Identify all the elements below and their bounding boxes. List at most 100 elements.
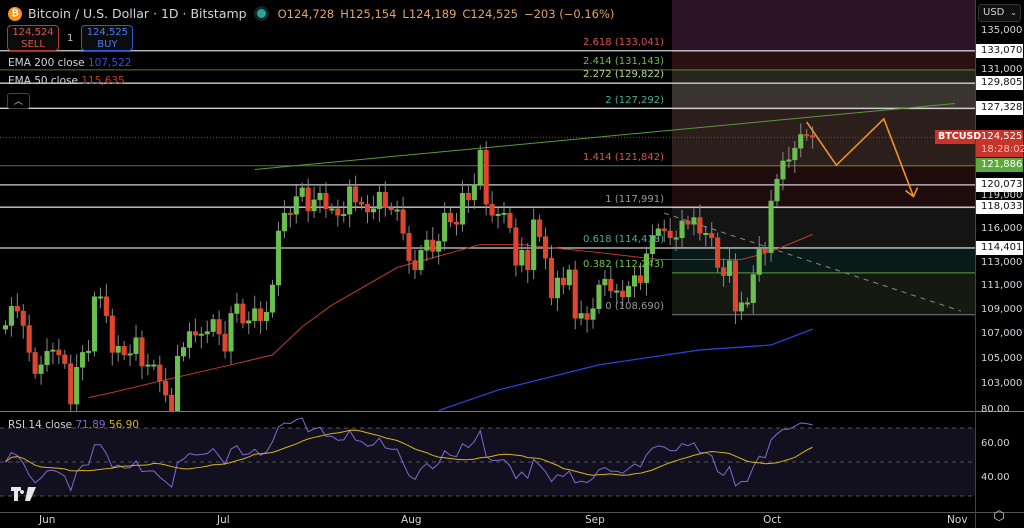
candle-body bbox=[804, 134, 810, 137]
candle-body bbox=[715, 237, 721, 268]
candle-body bbox=[180, 347, 187, 357]
candle-body bbox=[97, 296, 103, 299]
candle bbox=[335, 199, 341, 227]
candle bbox=[103, 283, 109, 324]
time-axis-label[interactable]: Sep bbox=[585, 514, 605, 526]
candle-body bbox=[311, 199, 317, 212]
ema50-legend[interactable]: EMA 50 close 115,635 bbox=[8, 75, 125, 87]
candle bbox=[175, 345, 181, 411]
candle bbox=[240, 298, 246, 329]
price-axis-label[interactable]: 113,000 bbox=[981, 257, 1023, 269]
settings-gear-icon[interactable]: ⬡ bbox=[993, 509, 1005, 524]
fib-level-label: 2.414 (131,143) bbox=[583, 55, 664, 67]
candle bbox=[590, 297, 596, 329]
price-axis-label[interactable]: 107,000 bbox=[981, 328, 1023, 340]
price-axis-label[interactable]: 135,000 bbox=[981, 25, 1023, 36]
price-axis-label[interactable]: 116,000 bbox=[981, 222, 1023, 234]
candle-body bbox=[596, 284, 602, 309]
candle bbox=[133, 324, 139, 361]
candle bbox=[715, 232, 721, 273]
candle bbox=[74, 354, 80, 411]
rsi-axis-label[interactable]: 60.00 bbox=[981, 438, 1010, 449]
sell-button[interactable]: 124,524 SELL bbox=[7, 25, 59, 51]
candle-body bbox=[299, 187, 305, 197]
currency-select[interactable]: USD ⌄ bbox=[978, 4, 1021, 22]
time-axis-label[interactable]: Oct bbox=[763, 514, 782, 526]
candle bbox=[145, 353, 151, 376]
quantity[interactable]: 1 bbox=[67, 32, 74, 44]
candle bbox=[750, 265, 756, 314]
candle bbox=[412, 249, 418, 280]
price-axis-label[interactable]: 111,000 bbox=[981, 280, 1023, 292]
candle bbox=[584, 306, 590, 333]
candle bbox=[406, 226, 412, 274]
candle bbox=[483, 141, 489, 216]
candle bbox=[667, 218, 673, 245]
rsi-legend[interactable]: RSI 14 close 71.89 56.90 bbox=[8, 419, 139, 431]
ema50-label: EMA 50 close bbox=[8, 75, 78, 87]
candle-body bbox=[430, 239, 436, 252]
candle bbox=[97, 287, 103, 308]
candle bbox=[792, 140, 798, 173]
price-axis-label[interactable]: 131,000 bbox=[981, 64, 1023, 76]
candle bbox=[525, 243, 531, 283]
candle-body bbox=[329, 208, 335, 211]
candle-body bbox=[198, 333, 204, 336]
buy-button[interactable]: 124,525 BUY bbox=[81, 25, 134, 51]
time-axis-label[interactable]: Jun bbox=[39, 514, 56, 526]
candle-body bbox=[169, 394, 175, 411]
candle bbox=[353, 175, 359, 212]
collapse-legend-button[interactable]: ︿ bbox=[7, 93, 30, 109]
fib-zone bbox=[672, 69, 975, 84]
candle-body bbox=[323, 193, 329, 209]
candle-body bbox=[531, 219, 537, 271]
rsi-axis-label[interactable]: 40.00 bbox=[981, 472, 1010, 483]
rsi-axis-label[interactable]: 80.00 bbox=[981, 404, 1010, 415]
candle-body bbox=[673, 237, 679, 240]
ema200-label: EMA 200 close bbox=[8, 57, 85, 69]
candle-body bbox=[637, 275, 644, 283]
market-status-icon bbox=[256, 9, 266, 18]
rsi-value: 71.89 bbox=[75, 419, 106, 431]
candle bbox=[768, 189, 774, 262]
time-axis-label[interactable]: Jul bbox=[217, 514, 230, 526]
price-axis-label[interactable]: 109,000 bbox=[981, 304, 1023, 316]
candle-body bbox=[127, 353, 133, 356]
candle bbox=[151, 359, 157, 371]
candle-body bbox=[163, 380, 169, 396]
candle-body bbox=[453, 221, 460, 225]
candle-body bbox=[204, 331, 210, 335]
candle bbox=[566, 264, 572, 291]
ema200-legend[interactable]: EMA 200 close 107,522 bbox=[8, 57, 131, 69]
candle-body bbox=[774, 178, 780, 202]
price-axis-label[interactable]: 105,000 bbox=[981, 352, 1023, 364]
symbol-title[interactable]: Bitcoin / U.S. Dollar · 1D · Bitstamp bbox=[28, 6, 247, 21]
candle-body bbox=[614, 290, 620, 293]
candle bbox=[685, 215, 691, 230]
candle-body bbox=[139, 337, 145, 367]
candle bbox=[299, 182, 305, 202]
resistance-trendline bbox=[254, 102, 956, 170]
candle-body bbox=[489, 204, 495, 216]
price-axis-label[interactable]: 119,000 bbox=[981, 189, 1023, 201]
level-price-badge: 114,401 bbox=[976, 240, 1023, 255]
candle-body bbox=[608, 278, 614, 292]
price-axis-label[interactable]: 103,000 bbox=[981, 377, 1023, 389]
candle bbox=[471, 173, 477, 210]
candle bbox=[388, 202, 394, 216]
candle bbox=[359, 196, 365, 210]
time-axis-label[interactable]: Nov bbox=[947, 514, 968, 526]
candle bbox=[786, 146, 792, 169]
candle-body bbox=[548, 258, 555, 299]
level-price-badge: 120,073 bbox=[976, 177, 1023, 192]
candle bbox=[448, 207, 454, 228]
tradingview-logo-icon[interactable] bbox=[11, 486, 37, 501]
time-axis-label[interactable]: Aug bbox=[401, 514, 422, 526]
candle-body bbox=[709, 233, 715, 239]
candle-body bbox=[756, 248, 762, 275]
candle-body bbox=[382, 191, 388, 208]
candle-body bbox=[20, 310, 26, 326]
candle bbox=[626, 280, 632, 303]
candle-body bbox=[436, 240, 442, 252]
